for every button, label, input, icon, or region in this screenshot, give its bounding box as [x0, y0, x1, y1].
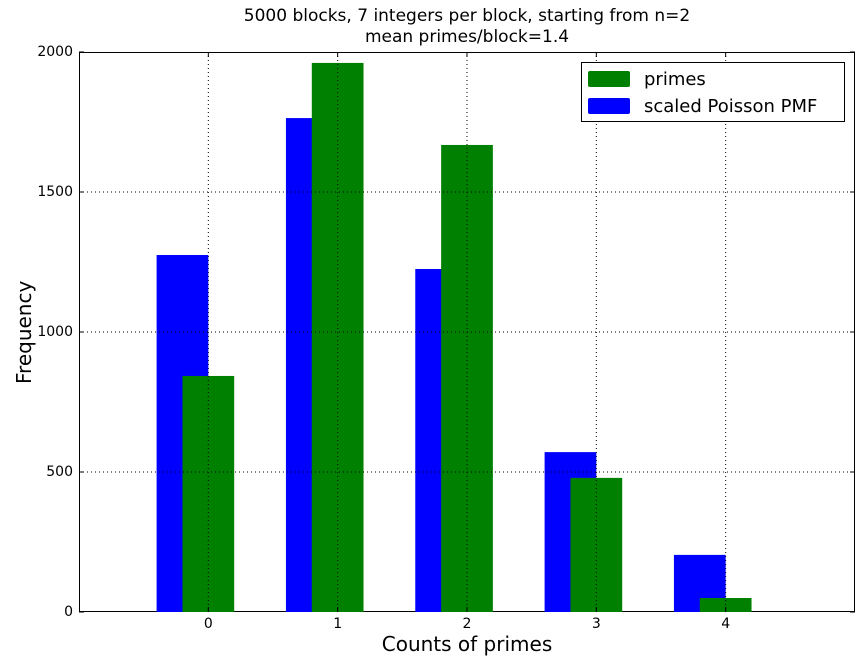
x-tick-label: 1	[333, 616, 343, 632]
bar-chart-svg	[79, 51, 855, 613]
bar-primes-2	[441, 144, 493, 612]
x-tick-label: 2	[462, 616, 472, 632]
x-tick-label: 3	[591, 616, 601, 632]
x-axis-label: Counts of primes	[381, 632, 553, 656]
legend-item-primes: primes	[588, 67, 706, 91]
legend-item-poisson: scaled Poisson PMF	[588, 94, 817, 118]
x-tick-label: 4	[721, 616, 731, 632]
legend-swatch-poisson	[588, 98, 630, 114]
y-tick-label: 0	[64, 604, 73, 620]
y-tick-label: 1000	[37, 324, 73, 340]
plot-area	[79, 51, 855, 613]
x-tick-label: 0	[203, 616, 213, 632]
legend-label: scaled Poisson PMF	[644, 95, 818, 117]
y-tick-label: 2000	[37, 44, 73, 60]
y-tick-label: 1500	[37, 184, 73, 200]
y-tick-label: 500	[46, 464, 73, 480]
chart-subtitle: mean primes/block=1.4	[364, 27, 570, 47]
legend-swatch-primes	[588, 71, 630, 87]
legend: primes scaled Poisson PMF	[581, 62, 845, 122]
bar-primes-1	[311, 62, 364, 613]
legend-label: primes	[644, 68, 706, 90]
y-axis-label: Frequency	[12, 280, 36, 384]
chart-title: 5000 blocks, 7 integers per block, start…	[243, 6, 691, 26]
